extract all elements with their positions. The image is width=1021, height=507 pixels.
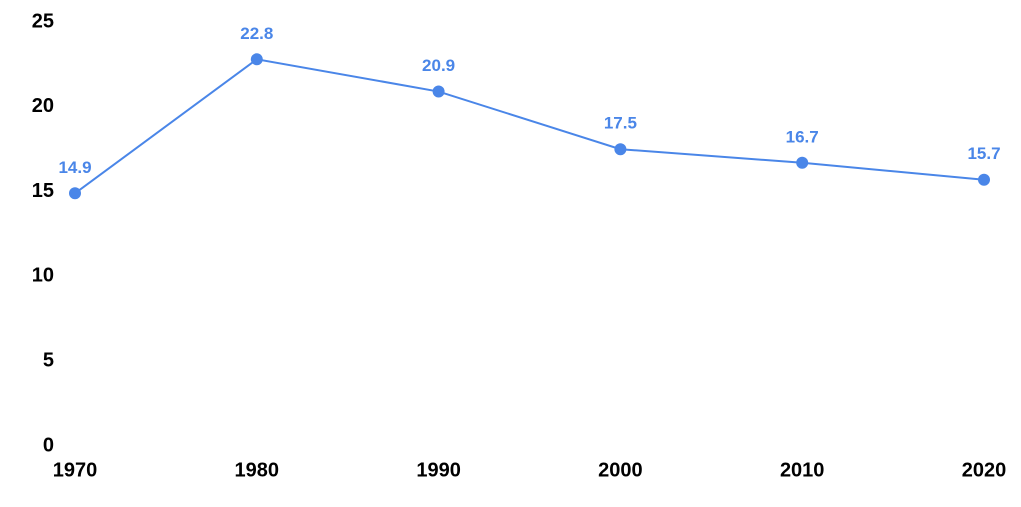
data-label: 22.8 [240, 24, 273, 43]
data-label: 20.9 [422, 56, 455, 75]
y-tick-label: 10 [32, 265, 54, 287]
point [614, 143, 627, 156]
point [250, 53, 263, 66]
data-label: 15.7 [967, 144, 1000, 163]
x-tick-label: 1970 [53, 459, 98, 481]
x-tick-label: 2010 [780, 459, 825, 481]
point [978, 173, 990, 186]
line [74, 58, 985, 195]
x-tick-label: 1990 [416, 459, 461, 481]
point [796, 156, 809, 169]
point [69, 187, 81, 200]
y-tick-label: 0 [43, 434, 54, 456]
y-tick-label: 20 [32, 95, 54, 117]
y-tick-label: 25 [32, 10, 54, 32]
data-label: 16.7 [786, 127, 819, 146]
data-label: 14.9 [58, 158, 91, 177]
point [432, 85, 445, 98]
y-tick-label: 15 [32, 180, 54, 202]
x-tick-label: 1980 [235, 459, 280, 481]
x-tick-label: 2000 [598, 459, 643, 481]
y-tick-label: 5 [43, 349, 54, 371]
data-label: 17.5 [604, 114, 637, 133]
x-tick-label: 2020 [962, 459, 1007, 481]
